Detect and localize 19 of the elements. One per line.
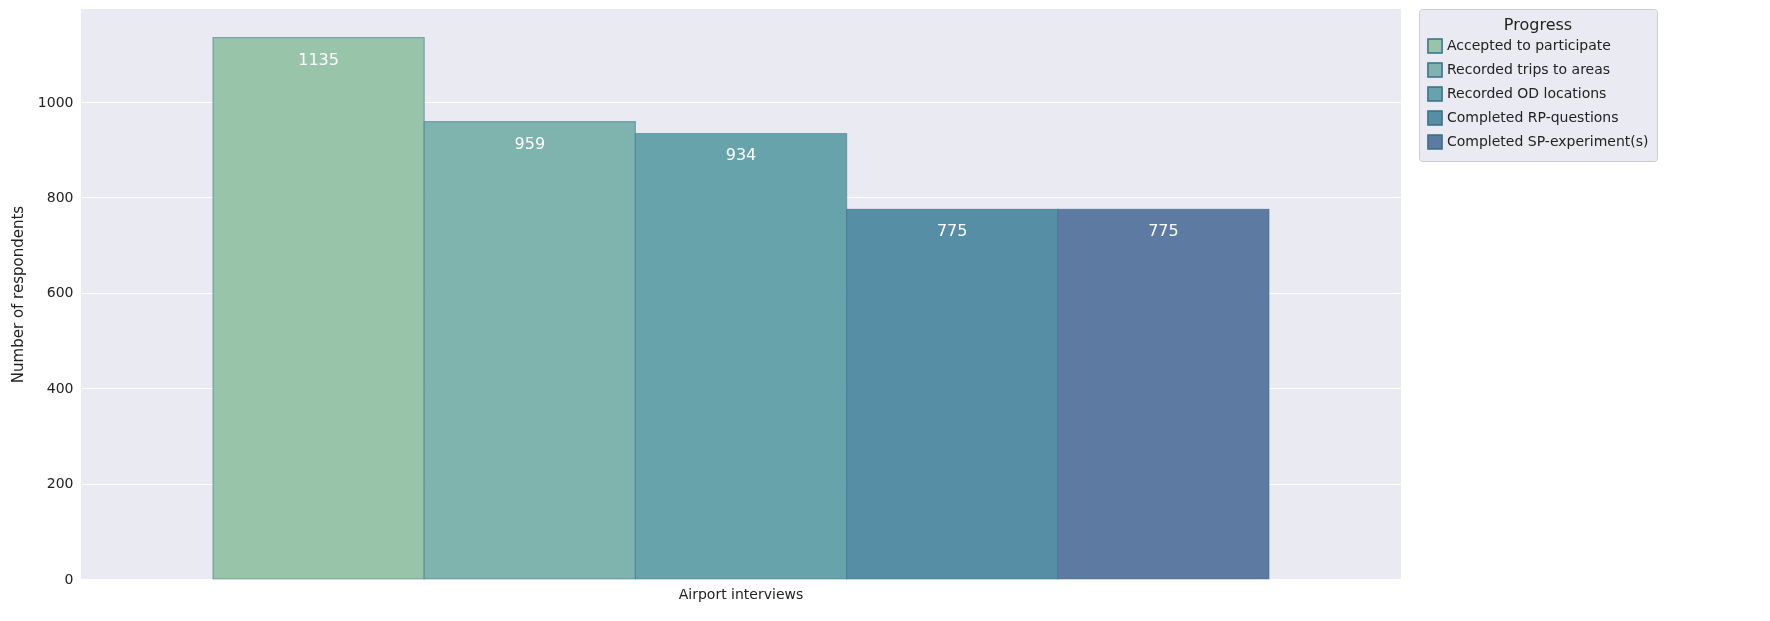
y-tick-label: 0 <box>64 570 74 587</box>
legend-label: Completed RP-questions <box>1447 109 1619 125</box>
data-label: 775 <box>936 221 968 241</box>
data-label: 934 <box>725 145 757 165</box>
y-tick-label: 200 <box>46 475 74 492</box>
y-tick-label: 800 <box>46 188 74 205</box>
y-tick-label: 1000 <box>37 93 74 110</box>
data-label: 1135 <box>298 49 339 69</box>
legend-title: Progress <box>1503 15 1573 34</box>
legend-label: Accepted to participate <box>1447 37 1611 53</box>
legend-label: Recorded OD locations <box>1447 85 1607 101</box>
data-label: 775 <box>1148 221 1179 241</box>
legend-label: Recorded trips to areas <box>1447 61 1611 77</box>
x-tick-label: Airport interviews <box>678 585 804 602</box>
y-tick-label: 400 <box>46 379 74 396</box>
y-axis-title: Number of respondents <box>8 205 27 384</box>
data-label: 959 <box>514 133 546 153</box>
y-tick-label: 600 <box>46 284 74 301</box>
legend-label: Completed SP-experiment(s) <box>1447 133 1649 149</box>
